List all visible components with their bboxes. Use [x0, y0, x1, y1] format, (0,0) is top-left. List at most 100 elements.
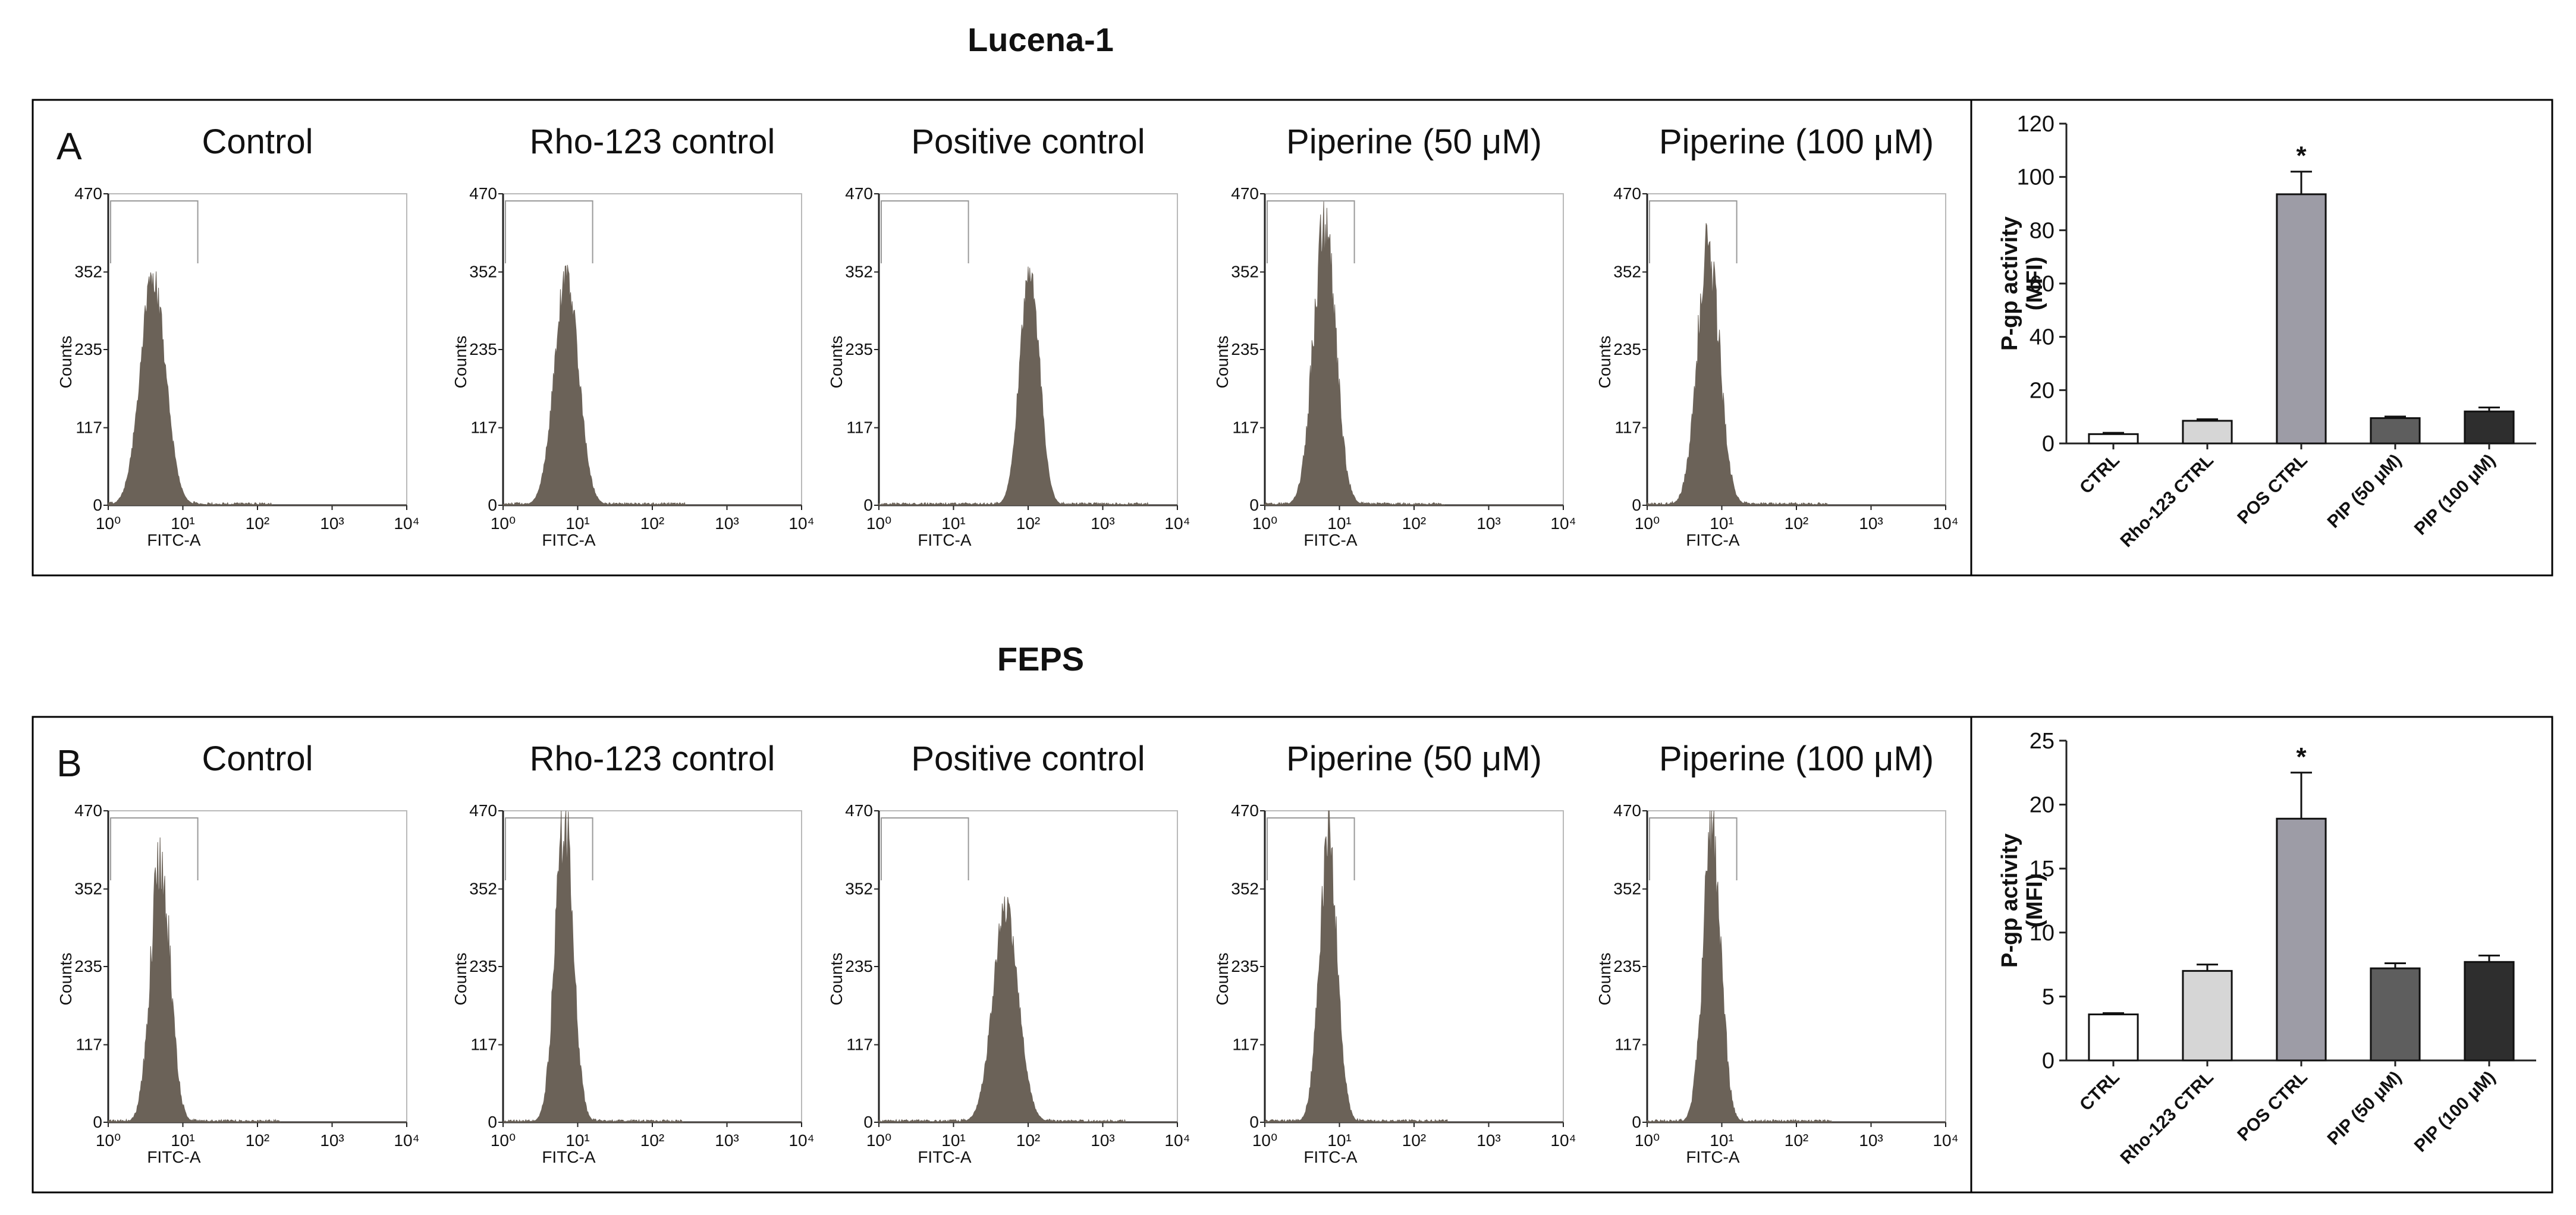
- histogram-title: Piperine (50 μM): [1286, 122, 1542, 161]
- histogram-xtick-label: 10⁴: [1933, 1131, 1958, 1150]
- histogram-ytick-label: 470: [1613, 184, 1641, 203]
- histogram-ytick-label: 117: [470, 418, 497, 437]
- histogram-xtick-label: 10⁰: [1252, 514, 1277, 533]
- histogram-xtick-label: 10²: [1016, 1131, 1040, 1150]
- gate-marker: [1649, 200, 1738, 263]
- bar-ylabel-line2: (MFI): [2022, 874, 2047, 928]
- histogram-xtick-label: 10³: [715, 1131, 739, 1150]
- gate-marker: [881, 817, 969, 880]
- histogram-xtick-label: 10⁰: [491, 1131, 516, 1150]
- histogram-ytick-label: 470: [1231, 184, 1259, 203]
- histogram-ytick-label: 235: [469, 957, 497, 975]
- histogram-ytick-label: 235: [1613, 957, 1641, 975]
- histogram-xtick-label: 10¹: [1327, 1131, 1351, 1150]
- histogram-ytick-label: 0: [488, 1113, 497, 1131]
- histogram-ytick-label: 352: [1613, 263, 1641, 281]
- gate-marker: [505, 200, 593, 263]
- bar: [2182, 420, 2233, 445]
- histogram-ytick-label: 352: [469, 263, 497, 281]
- histogram-ytick-label: 470: [74, 184, 102, 203]
- histogram-xtick-label: 10¹: [566, 514, 589, 533]
- histogram-ytick-label: 0: [1249, 1113, 1259, 1131]
- histogram-ytick-label: 235: [74, 957, 102, 975]
- bar-category-label: Rho-123 CTRL: [2116, 451, 2217, 551]
- histogram-xtick-label: 10³: [1091, 1131, 1114, 1150]
- histogram-xlabel: FITC-A: [1686, 1148, 1740, 1166]
- histogram-ytick-label: 0: [93, 496, 102, 514]
- histogram-xtick-label: 10⁰: [96, 1131, 121, 1150]
- bar: [2088, 1013, 2139, 1062]
- histogram-ytick-label: 235: [845, 957, 873, 975]
- histogram-ytick-label: 470: [469, 184, 497, 203]
- bar-ytick-label: 10: [2030, 921, 2054, 946]
- bar-ytick-label: 120: [2017, 112, 2054, 137]
- histogram-xtick-label: 10¹: [1710, 514, 1733, 533]
- histogram-distribution: [1264, 810, 1563, 1123]
- bar-category-label: CTRL: [2076, 451, 2123, 498]
- histogram-ytick-label: 235: [845, 340, 873, 358]
- bar-category-label: PIP (50 μM): [2324, 1068, 2405, 1149]
- bar-ytick-label: 0: [2042, 432, 2054, 457]
- histogram-title: Rho-123 control: [530, 739, 775, 778]
- histogram-ytick-label: 235: [74, 340, 102, 358]
- histogram-ytick-label: 117: [846, 418, 873, 437]
- histogram-ytick-label: 470: [845, 184, 873, 203]
- histogram-distribution: [1264, 202, 1563, 506]
- bar-ytick-label: 80: [2030, 218, 2054, 243]
- histogram-xtick-label: 10³: [715, 514, 739, 533]
- gate-marker: [110, 817, 199, 880]
- histogram-xtick-label: 10¹: [941, 514, 965, 533]
- significance-marker: *: [2296, 742, 2307, 772]
- histogram-xtick-label: 10²: [1785, 514, 1808, 533]
- gate-marker: [1267, 817, 1355, 880]
- histogram-title: Control: [202, 739, 313, 778]
- bar-ytick-label: 100: [2017, 165, 2054, 190]
- histogram-frame: [1647, 810, 1946, 1123]
- bar-ytick-label: 15: [2030, 857, 2054, 882]
- histogram-xtick-label: 10⁴: [394, 514, 419, 533]
- gate-marker: [1649, 817, 1738, 880]
- histogram-ylabel: Counts: [827, 336, 846, 389]
- histogram-xtick-label: 10²: [640, 1131, 664, 1150]
- histogram-xtick-label: 10¹: [566, 1131, 589, 1150]
- histogram-xtick-label: 10⁴: [1933, 514, 1958, 533]
- bar-category-label: PIP (50 μM): [2324, 451, 2405, 532]
- bar-category-label: PIP (100 μM): [2411, 1068, 2499, 1156]
- histogram-distribution: [878, 266, 1177, 506]
- histogram-ytick-label: 0: [863, 1113, 873, 1131]
- histogram-xlabel: FITC-A: [1303, 1148, 1358, 1166]
- histogram-ylabel: Counts: [827, 953, 846, 1006]
- gate-marker: [110, 200, 199, 263]
- bar-category-label: Rho-123 CTRL: [2116, 1068, 2217, 1168]
- histogram-xtick-label: 10²: [1402, 514, 1426, 533]
- histogram-ylabel: Counts: [451, 953, 470, 1006]
- histogram-ytick-label: 235: [469, 340, 497, 358]
- histogram-ytick-label: 0: [1632, 496, 1641, 514]
- histogram-xlabel: FITC-A: [1686, 531, 1740, 549]
- significance-marker: *: [2296, 141, 2307, 171]
- histogram-ytick-label: 117: [1232, 1035, 1259, 1054]
- histogram-ytick-label: 0: [93, 1113, 102, 1131]
- panel-label: A: [56, 125, 82, 168]
- histogram-ytick-label: 117: [1232, 418, 1259, 437]
- histogram-ytick-label: 117: [470, 1035, 497, 1054]
- histogram-distribution: [502, 265, 802, 506]
- bar-ytick-label: 20: [2030, 793, 2054, 818]
- histogram-ytick-label: 352: [845, 263, 873, 281]
- bar-ytick-label: 20: [2030, 378, 2054, 403]
- histogram-ytick-label: 0: [863, 496, 873, 514]
- histogram-xtick-label: 10⁰: [866, 1131, 891, 1150]
- panel-border: [32, 716, 2553, 1194]
- histogram-ytick-label: 352: [1613, 880, 1641, 898]
- bar: [2182, 970, 2233, 1062]
- pgp-bar-chart: 0 20 40 60 80 100 120 P-gp activity (MFI) CTRLRho…: [1997, 112, 2536, 551]
- histogram-ytick-label: 470: [1231, 801, 1259, 820]
- bar: [2464, 961, 2515, 1062]
- bar: [2370, 967, 2421, 1062]
- histogram-ytick-label: 352: [74, 263, 102, 281]
